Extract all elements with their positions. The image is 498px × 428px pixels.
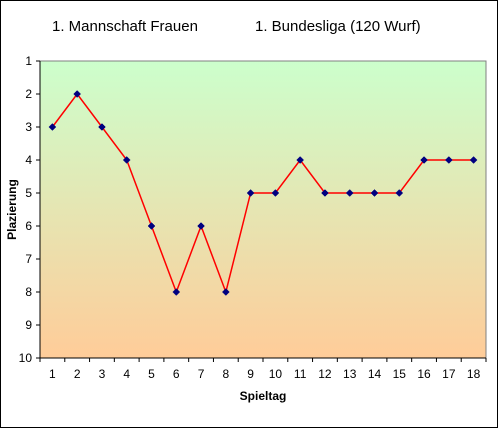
data-point bbox=[370, 189, 379, 197]
league-title: 1. Bundesliga (120 Wurf) bbox=[255, 18, 421, 35]
x-tick-label: 5 bbox=[148, 367, 155, 381]
data-point bbox=[147, 222, 156, 230]
y-tick-label: 5 bbox=[25, 186, 32, 200]
axes bbox=[39, 61, 486, 359]
x-tick-label: 2 bbox=[74, 367, 81, 381]
y-tick-label: 2 bbox=[25, 87, 32, 101]
y-tick-label: 4 bbox=[25, 153, 32, 167]
x-tick-label: 17 bbox=[442, 367, 456, 381]
y-tick-label: 7 bbox=[25, 252, 32, 266]
y-tick-label: 8 bbox=[25, 285, 32, 299]
data-point bbox=[246, 189, 255, 197]
data-point bbox=[172, 288, 181, 296]
y-tick-label: 3 bbox=[25, 120, 32, 134]
y-tick-label: 9 bbox=[25, 318, 32, 332]
y-axis-title: Plazierung bbox=[5, 179, 19, 240]
data-point bbox=[444, 156, 453, 164]
data-point bbox=[469, 156, 478, 164]
x-tick-label: 16 bbox=[417, 367, 431, 381]
data-point bbox=[73, 90, 82, 98]
x-tick-label: 11 bbox=[294, 367, 307, 381]
x-tick-label: 9 bbox=[247, 367, 254, 381]
team-title: 1. Mannschaft Frauen bbox=[52, 18, 198, 35]
x-tick-label: 10 bbox=[269, 367, 283, 381]
x-tick-label: 7 bbox=[198, 367, 205, 381]
data-point bbox=[98, 123, 106, 131]
x-axis-title: Spieltag bbox=[240, 389, 287, 403]
y-axis-ticks: 1 2 3 4 5 6 7 8 9 10 bbox=[19, 54, 40, 365]
x-tick-label: 15 bbox=[393, 367, 407, 381]
x-tick-label: 1 bbox=[49, 367, 56, 381]
x-tick-label: 4 bbox=[123, 367, 130, 381]
x-axis-ticks: 1 2 3 4 5 6 7 8 9 10 11 12 13 14 15 16 17 18 bbox=[39, 358, 487, 381]
data-point bbox=[197, 222, 205, 230]
data-point bbox=[122, 156, 131, 164]
data-point bbox=[48, 123, 57, 131]
x-tick-label: 13 bbox=[343, 367, 357, 381]
data-point bbox=[221, 288, 230, 296]
data-point bbox=[321, 189, 329, 197]
x-tick-label: 8 bbox=[222, 367, 229, 381]
x-tick-label: 3 bbox=[99, 367, 106, 381]
plot-area bbox=[39, 60, 487, 359]
x-tick-label: 6 bbox=[173, 367, 180, 381]
y-tick-label: 1 bbox=[25, 54, 32, 68]
data-point bbox=[271, 189, 280, 197]
x-tick-label: 18 bbox=[467, 367, 481, 381]
series-group bbox=[48, 90, 478, 296]
data-point bbox=[296, 156, 305, 164]
x-tick-label: 14 bbox=[368, 367, 382, 381]
y-tick-label: 6 bbox=[25, 219, 32, 233]
data-point bbox=[420, 156, 428, 164]
x-tick-label: 12 bbox=[318, 367, 332, 381]
data-point bbox=[345, 189, 354, 197]
series-line bbox=[51, 92, 474, 295]
y-tick-label: 10 bbox=[19, 351, 33, 365]
data-point bbox=[395, 189, 404, 197]
